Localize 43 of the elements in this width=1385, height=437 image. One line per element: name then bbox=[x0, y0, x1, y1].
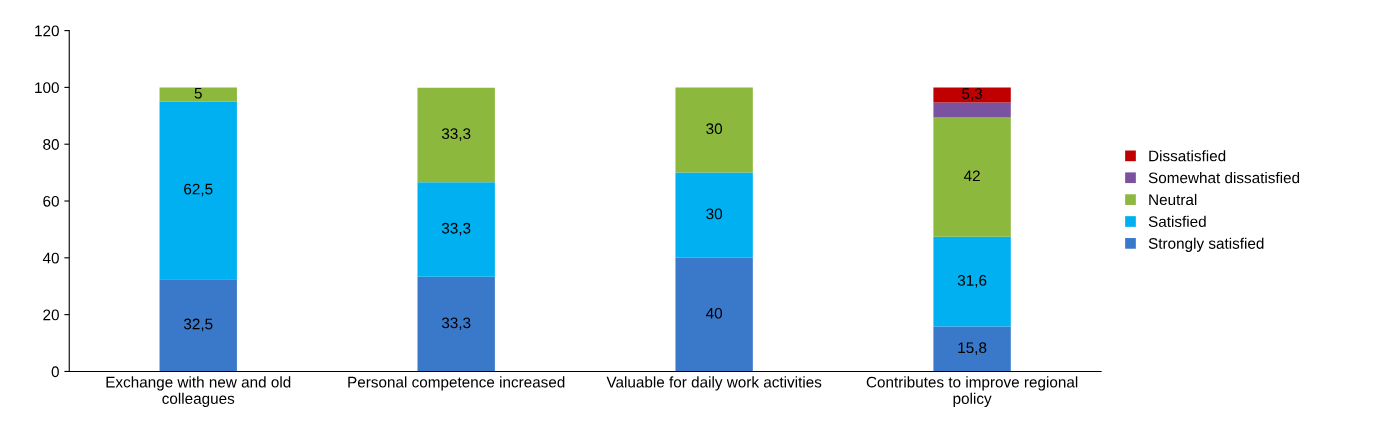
bar bbox=[417, 276, 495, 372]
data-label: 5,3 bbox=[962, 88, 983, 101]
data-label: 30 bbox=[706, 123, 723, 135]
bar bbox=[159, 101, 237, 280]
legend-label: Dissatisfied bbox=[1149, 150, 1226, 162]
legend-label: Neutral bbox=[1149, 193, 1197, 206]
y-tick-label: 40 bbox=[42, 252, 59, 264]
y-tick-label: 120 bbox=[35, 25, 59, 37]
y-tick-label: 100 bbox=[35, 82, 59, 94]
x-tick-label: Exchange with new and old colleagues bbox=[106, 376, 291, 408]
bar bbox=[933, 236, 1011, 327]
bar bbox=[675, 87, 753, 173]
data-label: 30 bbox=[706, 208, 723, 220]
data-label: 5 bbox=[194, 87, 202, 99]
legend-label: Somewhat dissatisfied bbox=[1148, 172, 1300, 184]
data-label: 42 bbox=[963, 170, 980, 182]
bar bbox=[933, 117, 1011, 237]
bar bbox=[675, 257, 753, 372]
y-tick-label: 60 bbox=[43, 195, 59, 207]
bar bbox=[159, 279, 237, 372]
x-tick-label: Contributes to improve regional policy bbox=[866, 376, 1078, 408]
bar bbox=[933, 87, 1011, 103]
data-label: 31,6 bbox=[957, 274, 987, 288]
data-label: 33,3 bbox=[441, 128, 471, 141]
bar bbox=[417, 182, 495, 277]
bar bbox=[417, 87, 495, 183]
x-tick-label: Valuable for daily work activities bbox=[606, 376, 822, 391]
data-label: 40 bbox=[706, 307, 723, 319]
y-tick-label: 80 bbox=[43, 139, 59, 150]
x-tick-label: Personal competence increased bbox=[348, 376, 565, 391]
bar bbox=[933, 102, 1011, 118]
legend-label: Satisfied bbox=[1148, 215, 1206, 227]
data-label: 32,5 bbox=[183, 318, 213, 332]
bar bbox=[933, 326, 1011, 372]
bar bbox=[159, 87, 237, 102]
y-tick-label: 0 bbox=[51, 366, 59, 378]
bar bbox=[675, 172, 753, 258]
y-tick-label: 20 bbox=[43, 309, 59, 321]
data-label: 15,8 bbox=[958, 342, 987, 355]
data-label: 62,5 bbox=[184, 183, 213, 197]
legend-label: Strongly satisfied bbox=[1148, 237, 1264, 252]
data-label: 33,3 bbox=[441, 222, 471, 236]
data-label: 33,3 bbox=[441, 317, 471, 331]
